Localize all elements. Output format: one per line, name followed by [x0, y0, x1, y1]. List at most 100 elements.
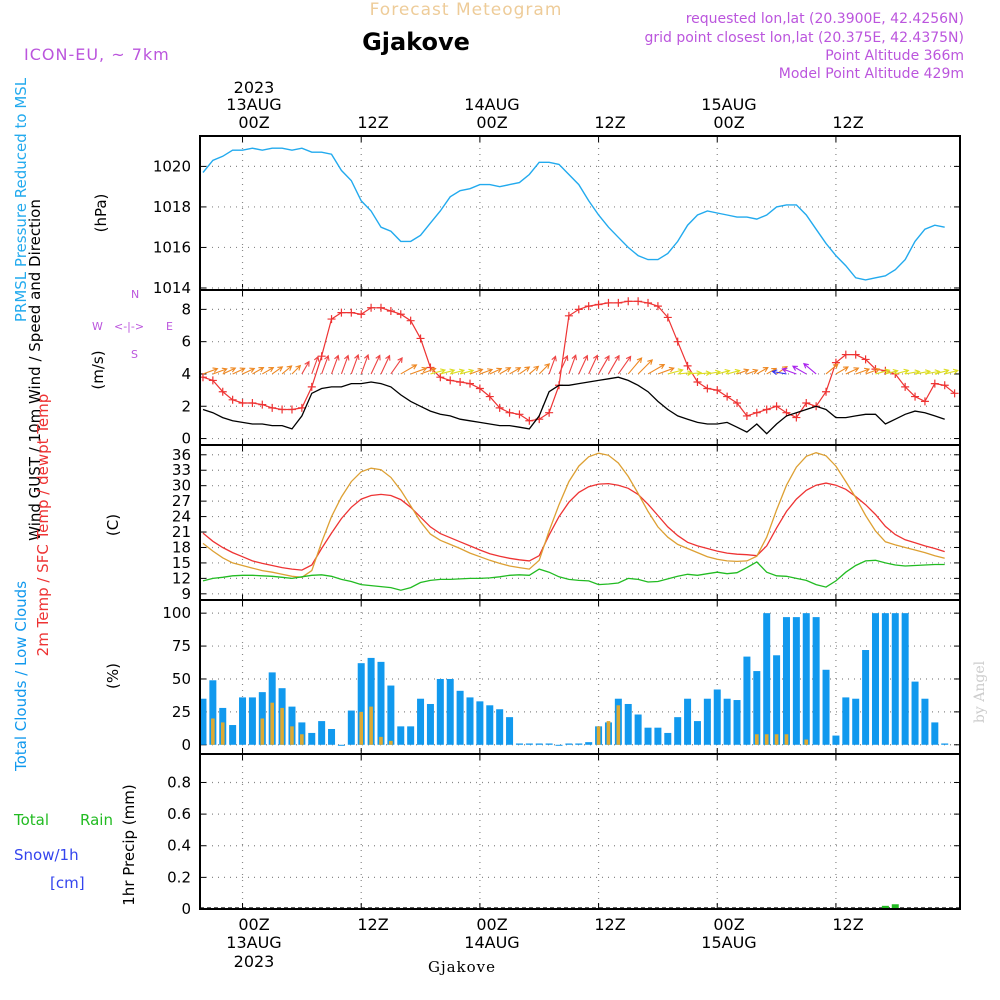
bottom-day-label: 14AUG	[464, 933, 519, 952]
total-cloud-bar	[852, 698, 860, 745]
wind-arrow	[791, 365, 807, 375]
sfc-temp-line	[202, 452, 945, 578]
gust-marker	[297, 403, 306, 412]
station-title: Gjakove	[362, 28, 470, 56]
gust-marker	[495, 403, 504, 412]
wind-arrow	[875, 368, 891, 375]
wind-arrow	[469, 368, 484, 375]
low-cloud-bar	[260, 718, 265, 745]
total-cloud-bar	[713, 689, 721, 745]
total-cloud-bar	[377, 661, 385, 745]
wind-arrow	[781, 367, 797, 375]
compass-arrows: <-|->	[114, 320, 144, 333]
pressure-label: PRMSL Pressure Reduced to MSL	[12, 77, 30, 322]
bottom-day-label: 13AUG	[226, 933, 281, 952]
total-cloud-bar	[644, 727, 652, 745]
wind-arrow	[360, 353, 370, 375]
gust-marker	[703, 384, 712, 393]
total-cloud-bar	[654, 727, 662, 745]
gust-marker	[248, 399, 257, 408]
total-cloud-bar	[674, 717, 682, 745]
low-cloud-bar	[774, 734, 779, 745]
y-tick-label: 1020	[153, 157, 191, 175]
bottom-tick-label: 12Z	[832, 915, 863, 934]
total-cloud-bar	[723, 698, 731, 745]
wind-arrow	[771, 369, 787, 376]
gust-marker	[456, 378, 465, 387]
total-cloud-bar	[931, 722, 939, 745]
super-title: Forecast Meteogram	[370, 0, 563, 20]
wind-arrow	[479, 368, 494, 375]
y-tick-label: 9	[181, 585, 191, 603]
wind-arrow	[370, 354, 381, 375]
gust-marker	[545, 408, 554, 417]
wind-arrow	[350, 353, 360, 375]
clouds-unit: (%)	[104, 663, 122, 689]
total-cloud-bar	[328, 728, 336, 745]
total-cloud-bar	[684, 698, 692, 745]
y-tick-label: 0.6	[167, 805, 191, 823]
total-cloud-bar	[565, 743, 573, 745]
total-cloud-bar	[782, 617, 790, 745]
gust-marker	[930, 379, 939, 388]
wind-arrow	[459, 368, 475, 375]
y-tick-label: 18	[172, 538, 191, 556]
gust-marker	[683, 361, 692, 370]
compass-e: E	[166, 320, 173, 333]
total-cloud-bar	[634, 714, 642, 745]
wind-arrow	[331, 354, 340, 375]
dewpt-line	[202, 559, 945, 591]
total-cloud-bar	[347, 710, 355, 745]
wind-arrow	[281, 365, 293, 375]
total-cloud-bar	[476, 701, 484, 745]
gust-marker	[268, 403, 277, 412]
gust-marker	[792, 413, 801, 422]
low-cloud-bar	[290, 726, 294, 745]
wind-arrow	[746, 368, 759, 375]
gust-marker	[574, 305, 583, 314]
low-cloud-bar	[270, 702, 274, 745]
y-tick-label: 15	[172, 554, 191, 572]
top-day-label: 15AUG	[701, 95, 756, 114]
wind-arrow	[291, 364, 302, 375]
wind-arrow	[726, 368, 741, 375]
total-cloud-bar	[941, 743, 949, 745]
total-cloud-bar	[288, 706, 296, 745]
total-cloud-bar	[535, 743, 543, 745]
gust-marker	[752, 408, 761, 417]
wind-arrow	[420, 367, 437, 375]
total-cloud-bar	[812, 617, 820, 745]
gust-marker	[653, 302, 662, 311]
total-cloud-bar	[298, 722, 306, 745]
gust-marker	[920, 397, 929, 406]
gust-marker	[950, 389, 959, 398]
low-cloud-bar	[755, 734, 759, 745]
gust-marker	[505, 408, 514, 417]
low-cloud-bar	[359, 711, 364, 745]
rain-bar	[881, 905, 889, 909]
y-tick-label: 6	[181, 333, 191, 351]
total-cloud-bar	[229, 725, 237, 745]
total-cloud-bar	[555, 744, 563, 746]
y-tick-label: 21	[172, 523, 191, 541]
gust-marker	[327, 315, 336, 324]
wind-arrow	[736, 368, 750, 375]
wind-arrow	[450, 368, 466, 375]
y-tick-label: 0	[181, 900, 191, 918]
temperature-unit: (C)	[104, 514, 122, 536]
gust-marker	[416, 334, 425, 343]
gust-marker	[307, 382, 316, 391]
total-cloud-bar	[397, 726, 405, 745]
precip-legend-snow: Snow/1h	[14, 846, 79, 864]
wind-arrow	[202, 367, 219, 375]
total-cloud-bar	[318, 721, 326, 745]
wind-arrow	[588, 354, 599, 375]
gust-marker	[624, 297, 633, 306]
total-cloud-bar	[407, 726, 415, 745]
y-tick-label: 8	[181, 300, 191, 318]
bottom-tick-label: 12Z	[357, 915, 388, 934]
wind-arrow	[528, 365, 540, 375]
gust-marker	[337, 308, 346, 317]
wind-arrow	[222, 367, 237, 375]
